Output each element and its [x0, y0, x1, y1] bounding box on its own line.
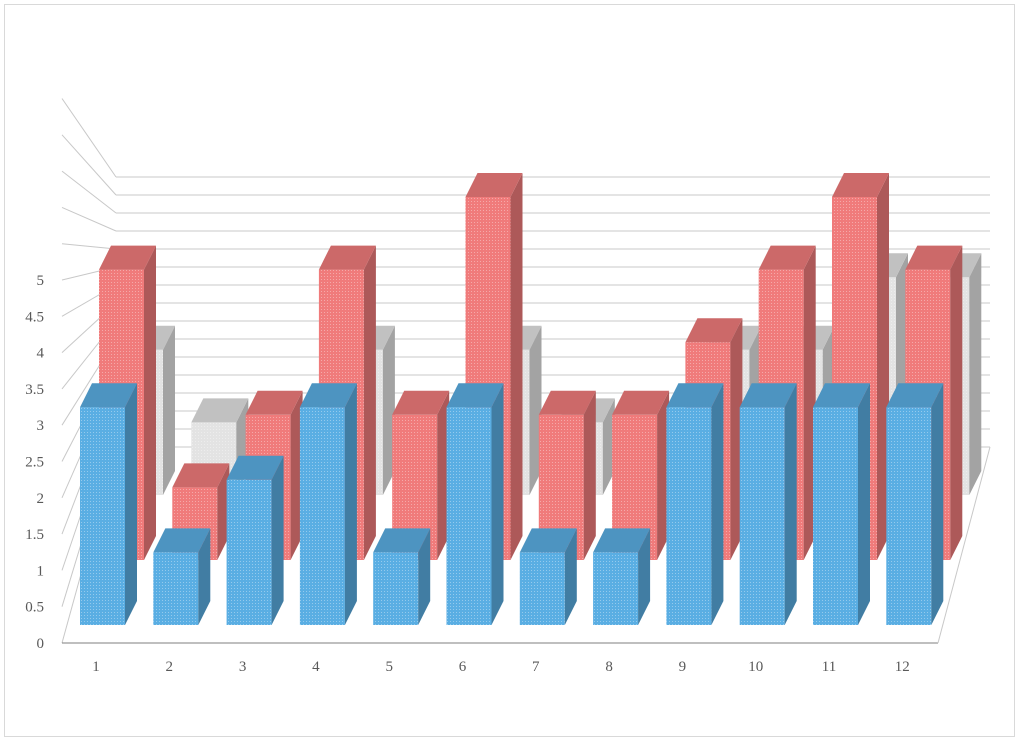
- x-tick-label: 2: [166, 659, 174, 675]
- bar-s1-10: [739, 383, 797, 625]
- bar-s1-7: [519, 528, 577, 625]
- x-tick-label: 11: [822, 659, 836, 675]
- y-tick-label: 1: [37, 563, 45, 579]
- bar-s1-2: [153, 528, 211, 625]
- y-tick-label: 2: [37, 491, 45, 507]
- gridline-side: [61, 170, 117, 214]
- y-tick-label: 4.5: [25, 309, 44, 325]
- bar-s1-6: [446, 383, 504, 625]
- bar-s1-8: [593, 528, 651, 625]
- x-tick-label: 7: [532, 659, 540, 675]
- gridline-side: [61, 134, 117, 196]
- gridline-side: [61, 243, 117, 250]
- gridline-side: [61, 98, 117, 178]
- x-tick-label: 12: [895, 659, 910, 675]
- bar-s1-9: [666, 383, 724, 625]
- bar-s1-3: [226, 455, 284, 625]
- y-tick-label: 2.5: [25, 455, 44, 471]
- x-tick-label: 9: [679, 659, 687, 675]
- y-tick-label: 0: [37, 636, 45, 652]
- x-tick-label: 1: [92, 659, 100, 675]
- y-tick-label: 4: [37, 346, 45, 362]
- x-tick-label: 6: [459, 659, 467, 675]
- y-tick-label: 5: [37, 273, 45, 289]
- bars: [80, 173, 982, 625]
- bar-s1-11: [813, 383, 870, 625]
- bar-s1-1: [80, 383, 137, 625]
- y-tick-label: 3: [37, 418, 45, 434]
- x-tick-label: 8: [605, 659, 613, 675]
- x-tick-label: 4: [312, 659, 320, 675]
- bar-s1-4: [299, 383, 357, 625]
- y-tick-label: 1.5: [25, 527, 44, 543]
- x-tick-label: 5: [385, 659, 393, 675]
- floor-edge: [937, 446, 991, 644]
- x-tick-label: 3: [239, 659, 247, 675]
- bar-s1-5: [373, 528, 431, 625]
- bar-s1-12: [886, 383, 944, 625]
- y-tick-label: 3.5: [25, 382, 44, 398]
- x-tick-label: 10: [748, 659, 763, 675]
- axes: 00.511.522.533.544.551 2 3 4 5 6 7 8 9 10 11 12: [25, 273, 991, 675]
- gridline-side: [61, 206, 117, 232]
- y-tick-label: 0.5: [25, 600, 44, 616]
